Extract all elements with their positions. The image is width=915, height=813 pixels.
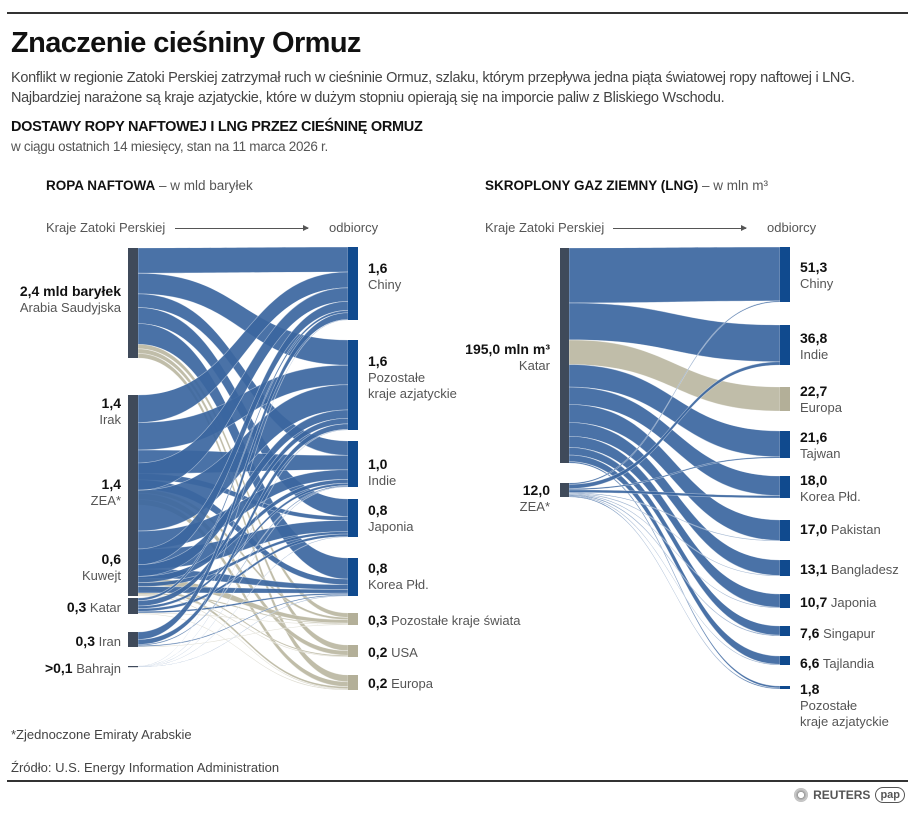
value-label: 21,6 xyxy=(800,429,828,445)
oil-panel-title: ROPA NAFTOWA – w mld baryłek xyxy=(46,178,253,193)
value-label: 0,8 xyxy=(368,502,388,518)
value-label: 22,7 xyxy=(800,383,828,399)
value-label: 10,7 xyxy=(800,594,828,610)
value-label: 6,6 xyxy=(800,655,820,671)
lng-source-label: 12,0 ZEA* xyxy=(519,482,550,514)
chart-subnote: w ciągu ostatnich 14 miesięcy, stan na 1… xyxy=(11,139,328,154)
lead-paragraph: Konflikt w regionie Zatoki Perskiej zatr… xyxy=(11,70,855,106)
value-label: 2,4 mld baryłek xyxy=(19,283,121,299)
oil-target-label: 0,8 Japonia xyxy=(368,502,414,534)
oil-target-label: 0,3 Pozostałe kraje świata xyxy=(368,612,521,628)
lng-target-label: 17,0 Pakistan xyxy=(800,521,881,537)
value-label: 7,6 xyxy=(800,625,820,641)
reuters-logo-text: REUTERS xyxy=(813,788,871,802)
value-label: 18,0 xyxy=(800,472,828,488)
lng-target-label: 36,8 Indie xyxy=(800,330,829,362)
lng-title-bold: SKROPLONY GAZ ZIEMNY (LNG) xyxy=(485,178,699,193)
lng-target-label: 22,7 Europa xyxy=(800,383,842,415)
chart-subtitle: DOSTAWY ROPY NAFTOWEJ I LNG PRZEZ CIEŚNI… xyxy=(11,119,423,135)
value-label: 36,8 xyxy=(800,330,828,346)
oil-source-label: 1,4 ZEA* xyxy=(90,476,121,508)
oil-source-label: 2,4 mld baryłek Arabia Saudyjska xyxy=(19,283,121,315)
oil-title-bold: ROPA NAFTOWA xyxy=(46,178,156,193)
value-label: 0,3 xyxy=(368,612,388,628)
value-label: 1,8 xyxy=(800,681,820,697)
value-label: 195,0 mln m³ xyxy=(465,341,550,357)
lng-target-label: 1,8 Pozostałe kraje azjatyckie xyxy=(800,681,889,729)
pap-logo: pap xyxy=(875,787,905,803)
value-label: 0,2 xyxy=(368,644,388,660)
lng-title-unit: – w mln m³ xyxy=(698,178,769,193)
oil-target-label: 1,0 Indie xyxy=(368,456,397,488)
top-rule xyxy=(7,12,908,14)
lng-panel-title: SKROPLONY GAZ ZIEMNY (LNG) – w mln m³ xyxy=(485,178,768,193)
lng-target-label: 7,6 Singapur xyxy=(800,625,876,641)
value-label: 1,6 xyxy=(368,260,388,276)
footnote: *Zjednoczone Emiraty Arabskie xyxy=(11,727,192,742)
value-label: >0,1 xyxy=(44,660,73,676)
oil-source-label: 0,3 Katar xyxy=(66,599,121,615)
oil-from-label: Kraje Zatoki Perskiej xyxy=(46,220,166,235)
oil-arrow-icon xyxy=(175,225,309,231)
page-title: Znaczenie cieśniny Ormuz xyxy=(11,27,361,59)
lng-target-label: 13,1 Bangladesz xyxy=(800,561,899,577)
value-label: 0,3 xyxy=(66,599,87,615)
lng-target-label: 6,6 Tajlandia xyxy=(800,655,875,671)
value-label: 1,6 xyxy=(368,353,388,369)
lng-target-label: 51,3 Chiny xyxy=(800,259,834,291)
value-label: 1,0 xyxy=(368,456,388,472)
value-label: 12,0 xyxy=(522,482,550,498)
lng-target-label: 21,6 Tajwan xyxy=(800,429,841,461)
lng-from-label: Kraje Zatoki Perskiej xyxy=(485,220,605,235)
lng-target-label: 10,7 Japonia xyxy=(800,594,877,610)
oil-to-label: odbiorcy xyxy=(329,220,379,235)
oil-source-label: 1,4 Irak xyxy=(99,395,121,427)
value-label: 0,8 xyxy=(368,560,388,576)
value-label: 0,6 xyxy=(101,551,121,567)
logos: REUTERS pap xyxy=(794,787,905,803)
lng-to-label: odbiorcy xyxy=(767,220,817,235)
value-label: 17,0 xyxy=(800,521,828,537)
oil-target-label: 0,8 Korea Płd. xyxy=(368,560,429,592)
oil-source-label: 0,3 Iran xyxy=(75,633,121,649)
source-note: Źródło: U.S. Energy Information Administ… xyxy=(11,760,280,775)
lng-target-label: 18,0 Korea Płd. xyxy=(800,472,861,504)
oil-source-label: >0,1 Bahrajn xyxy=(44,660,121,676)
value-label: 1,4 xyxy=(101,395,121,411)
value-label: 51,3 xyxy=(800,259,828,275)
lng-source-label: 195,0 mln m³ Katar xyxy=(465,341,550,373)
oil-source-label: 0,6 Kuwejt xyxy=(81,551,121,583)
oil-target-label: 0,2 Europa xyxy=(368,675,434,691)
lng-arrow-icon xyxy=(613,225,747,231)
oil-title-unit: – w mld baryłek xyxy=(155,178,253,193)
value-label: 0,3 xyxy=(75,633,95,649)
oil-target-label: 0,2 USA xyxy=(368,644,418,660)
oil-target-label: 1,6 Pozostałe kraje azjatyckie xyxy=(368,353,457,401)
value-label: 0,2 xyxy=(368,675,388,691)
oil-target-label: 1,6 Chiny xyxy=(368,260,402,292)
bottom-rule xyxy=(7,780,908,782)
value-label: 1,4 xyxy=(101,476,121,492)
value-label: 13,1 xyxy=(800,561,828,577)
reuters-logo-icon xyxy=(794,788,809,802)
